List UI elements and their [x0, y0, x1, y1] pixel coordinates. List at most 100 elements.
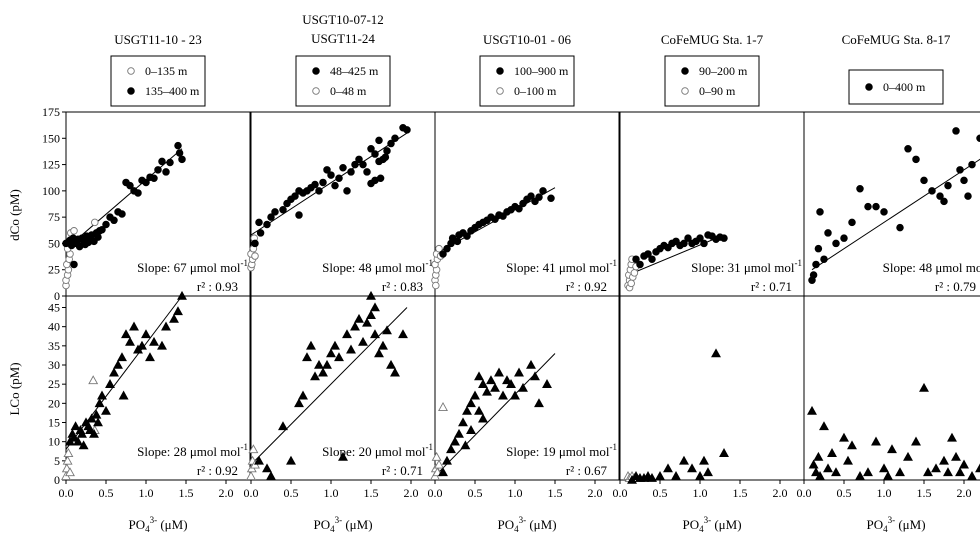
y-tick-label: 0 — [54, 289, 60, 303]
data-point — [175, 149, 184, 157]
data-point — [169, 313, 179, 323]
data-point — [486, 375, 496, 385]
data-point — [824, 229, 832, 237]
slope-exponent: -1 — [610, 258, 618, 268]
y-tick-label: 125 — [42, 158, 60, 172]
data-point — [432, 281, 440, 290]
data-point — [366, 290, 376, 300]
data-point — [137, 340, 147, 350]
data-point — [330, 340, 340, 350]
panel-frame — [434, 295, 620, 481]
data-point — [547, 194, 555, 202]
data-point — [956, 166, 964, 174]
slope-exponent: -1 — [426, 442, 434, 452]
data-point — [370, 302, 380, 312]
data-point — [319, 178, 327, 187]
data-point — [262, 463, 272, 473]
y-tick-label: 35 — [48, 339, 60, 353]
data-point — [335, 174, 343, 182]
data-point — [435, 244, 443, 253]
y-tick-label: 50 — [48, 236, 60, 250]
r2-annotation: r² : 0.71 — [382, 463, 423, 478]
x-tick-label: 1.0 — [693, 486, 708, 500]
x-tick-label: 0.0 — [613, 486, 628, 500]
data-point — [267, 213, 275, 221]
x-tick-label: 1.5 — [364, 486, 379, 500]
data-marks — [61, 124, 980, 484]
data-point — [955, 467, 965, 477]
slope-text: Slope: 48 μmol mol — [322, 260, 426, 275]
y-tick-label: 45 — [48, 301, 60, 315]
slope-text: Slope: 20 μmol mol — [322, 444, 426, 459]
r2-annotation: r² : 0.92 — [566, 279, 607, 294]
data-point — [343, 187, 351, 195]
data-point — [478, 413, 488, 423]
data-point — [450, 436, 460, 446]
y-tick-label: 150 — [42, 131, 60, 145]
data-point — [383, 147, 391, 155]
data-point — [443, 244, 451, 253]
data-point — [310, 371, 320, 381]
data-point — [636, 260, 644, 269]
data-point — [63, 448, 74, 457]
r2-annotation: r² : 0.67 — [566, 463, 608, 478]
data-point — [719, 448, 729, 457]
data-point — [150, 174, 158, 182]
data-point — [840, 234, 848, 242]
data-point — [279, 206, 287, 214]
slope-text: Slope: 19 μmol mol — [506, 444, 610, 459]
y-tick-label: 40 — [48, 320, 60, 334]
data-point — [386, 359, 396, 369]
data-point — [331, 181, 339, 190]
slope-annotation: Slope: 48 μmol mol-1 — [322, 258, 433, 275]
data-point — [118, 210, 126, 218]
x-tick-label: 1.5 — [733, 486, 748, 500]
data-point — [326, 348, 336, 358]
data-point — [382, 325, 392, 335]
data-point — [91, 409, 102, 419]
data-point — [177, 290, 187, 300]
data-point — [903, 451, 913, 461]
data-point — [831, 467, 841, 477]
legend-marker — [127, 67, 135, 75]
data-point — [338, 451, 348, 461]
data-point — [466, 425, 476, 434]
data-point — [976, 134, 980, 143]
slope-text: Slope: 67 μmol mol — [137, 260, 241, 275]
x-tick-label: 0.0 — [244, 486, 259, 500]
data-point — [530, 371, 540, 381]
slope-annotation: Slope: 19 μmol mol-1 — [506, 442, 617, 459]
data-point — [263, 220, 271, 229]
x-axis-label-sub: 4 — [330, 524, 335, 534]
legend-label: 48–425 m — [330, 64, 379, 78]
panel-dco-3 — [431, 187, 556, 290]
x-axis-label: PO43- (μM) — [682, 515, 741, 534]
data-point — [434, 459, 444, 469]
data-point — [534, 398, 544, 408]
slope-annotation: Slope: 28 μmol mol-1 — [137, 442, 248, 459]
data-point — [518, 382, 528, 392]
data-point — [390, 367, 400, 377]
data-point — [490, 382, 500, 392]
fit-line — [65, 295, 183, 450]
data-point — [695, 471, 705, 480]
data-point — [458, 417, 468, 427]
data-point — [811, 467, 821, 477]
y-tick-label: 5 — [54, 454, 60, 468]
x-axis-label-unit: (μM) — [895, 517, 925, 532]
data-point — [679, 455, 689, 465]
slope-annotation: Slope: 67 μmol mol-1 — [137, 258, 248, 275]
data-point — [975, 463, 980, 473]
x-axis-label-sub: 4 — [145, 524, 150, 534]
data-point — [539, 187, 547, 195]
data-point — [663, 463, 673, 473]
data-point — [809, 271, 818, 279]
data-point — [648, 255, 656, 263]
data-point — [286, 455, 296, 465]
data-point — [97, 390, 107, 400]
data-point — [968, 160, 976, 169]
data-point — [879, 463, 889, 473]
legend-label: 0–100 m — [514, 84, 557, 98]
panel-dco-1 — [62, 141, 186, 290]
legend-marker — [681, 67, 689, 75]
